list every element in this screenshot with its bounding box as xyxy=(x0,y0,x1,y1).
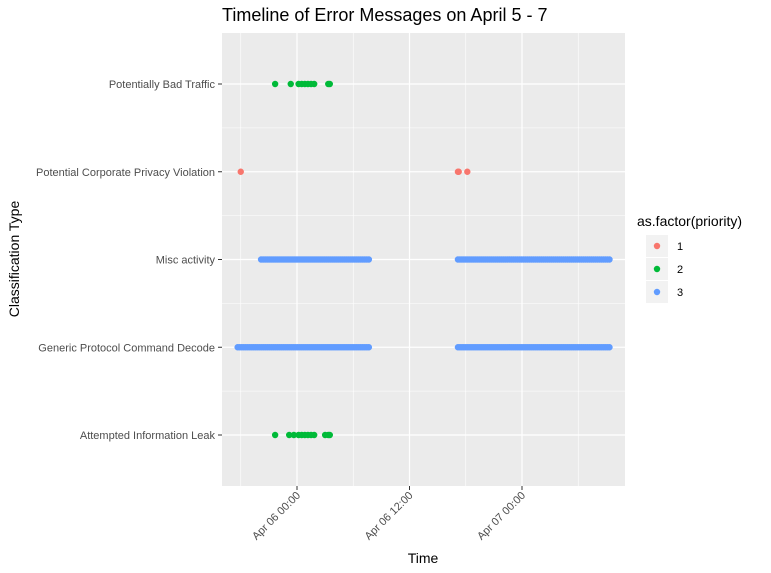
chart-title: Timeline of Error Messages on April 5 - … xyxy=(222,5,547,25)
data-point xyxy=(326,431,334,439)
legend-dot xyxy=(653,242,661,250)
y-tick-label: Potential Corporate Privacy Violation xyxy=(36,167,215,179)
data-point xyxy=(287,80,294,88)
data-point xyxy=(237,168,244,175)
data-point xyxy=(310,431,318,439)
legend-dot xyxy=(653,288,661,296)
legend-entries: 1 2 3 xyxy=(646,235,683,303)
y-tick-label: Potentially Bad Traffic xyxy=(109,79,216,91)
data-point xyxy=(365,256,373,263)
legend: as.factor(priority) 1 2 3 xyxy=(637,213,742,303)
legend-dot xyxy=(653,265,661,273)
data-point xyxy=(290,431,298,439)
legend-title: as.factor(priority) xyxy=(637,213,742,229)
x-tick-label: Apr 07 00:00 xyxy=(475,490,528,543)
data-point xyxy=(271,80,279,88)
data-point xyxy=(310,80,318,88)
y-tick-label: Attempted Information Leak xyxy=(80,430,216,442)
legend-label: 2 xyxy=(677,264,683,276)
legend-label: 3 xyxy=(677,287,683,299)
data-point xyxy=(606,256,613,263)
y-axis-ticks: Attempted Information Leak Generic Protoc… xyxy=(36,79,222,442)
data-points xyxy=(234,80,613,439)
data-point xyxy=(455,168,462,175)
data-point xyxy=(326,80,334,88)
legend-label: 1 xyxy=(677,241,683,253)
x-tick-label: Apr 06 00:00 xyxy=(250,490,303,543)
data-point xyxy=(464,168,471,175)
y-tick-label: Generic Protocol Command Decode xyxy=(38,342,215,354)
x-axis-ticks: Apr 06 00:00 Apr 06 12:00 Apr 07 00:00 xyxy=(250,486,528,543)
data-point xyxy=(285,431,293,439)
data-point xyxy=(271,431,279,439)
y-tick-label: Misc activity xyxy=(156,255,216,267)
y-axis-title: Classification Type xyxy=(6,201,22,318)
x-axis-title: Time xyxy=(408,550,439,566)
data-point xyxy=(365,344,373,351)
x-tick-label: Apr 06 12:00 xyxy=(363,490,416,543)
data-point xyxy=(606,344,613,351)
